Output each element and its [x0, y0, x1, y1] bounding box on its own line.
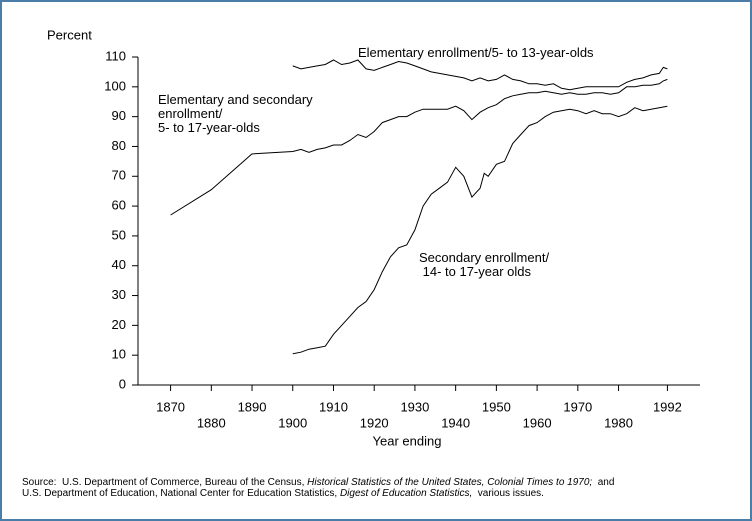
x-tick-label: 1900 [278, 415, 307, 430]
x-tick-label: 1880 [197, 415, 226, 430]
y-tick-label: 60 [112, 198, 126, 213]
x-tick-label: 1870 [156, 399, 185, 414]
source-text: Source: U.S. Department of Commerce, Bur… [22, 477, 308, 488]
source-note: Source: U.S. Department of Commerce, Bur… [22, 477, 614, 499]
y-tick-label: 90 [112, 108, 126, 123]
source-line: U.S. Department of Education, National C… [22, 488, 614, 499]
x-tick-label: 1960 [523, 415, 552, 430]
x-axis-label: Year ending [373, 433, 442, 448]
x-tick-label: 1920 [360, 415, 389, 430]
y-tick-label: 110 [105, 48, 126, 63]
source-text: Digest of Education Statistics, [339, 488, 473, 499]
source-text: Historical Statistics of the United Stat… [307, 477, 593, 488]
y-tick-label: 80 [112, 138, 126, 153]
x-tick-label: 1950 [482, 399, 511, 414]
x-tick-label: 1980 [604, 415, 633, 430]
y-tick-label: 0 [119, 376, 126, 391]
y-axis-label: Percent [47, 27, 92, 42]
y-tick-label: 100 [104, 78, 126, 93]
source-text: and [592, 477, 615, 488]
x-tick-label: 1940 [441, 415, 470, 430]
series-line [292, 105, 668, 355]
series-line [292, 59, 668, 91]
source-text: U.S. Department of Education, National C… [22, 488, 340, 499]
y-tick-label: 10 [112, 347, 126, 362]
series-line [170, 78, 668, 216]
series-annotation: Elementary enrollment/5- to 13-year-olds [358, 45, 594, 60]
series-annotation: Elementary and secondary enrollment/ 5- … [158, 92, 313, 135]
source-line: Source: U.S. Department of Commerce, Bur… [22, 477, 614, 488]
y-tick-label: 50 [112, 227, 126, 242]
x-tick-label: 1992 [653, 399, 682, 414]
x-tick-label: 1930 [400, 399, 429, 414]
x-tick-label: 1970 [563, 399, 592, 414]
y-tick-label: 40 [112, 257, 126, 272]
y-tick-label: 30 [112, 287, 126, 302]
series-annotation: Secondary enrollment/ 14- to 17-year old… [419, 250, 550, 279]
x-tick-label: 1890 [238, 399, 267, 414]
source-text: various issues. [472, 488, 544, 499]
y-tick-label: 20 [112, 317, 126, 332]
y-tick-label: 70 [112, 168, 126, 183]
x-tick-label: 1910 [319, 399, 348, 414]
